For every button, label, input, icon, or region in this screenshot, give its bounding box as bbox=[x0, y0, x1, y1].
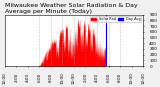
Legend: Solar Rad, Day Avg: Solar Rad, Day Avg bbox=[90, 16, 141, 22]
Text: Milwaukee Weather Solar Radiation & Day Average per Minute (Today): Milwaukee Weather Solar Radiation & Day … bbox=[5, 3, 138, 14]
